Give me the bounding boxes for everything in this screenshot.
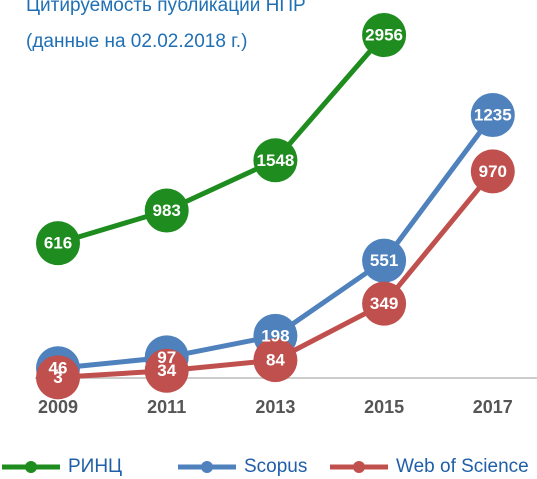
point: [362, 238, 407, 283]
data-label: 983: [153, 201, 181, 220]
data-label: 1548: [256, 151, 294, 170]
point: [144, 188, 189, 233]
legend-dot: [353, 461, 365, 473]
x-tick-label: 2017: [473, 397, 513, 417]
data-label: 84: [266, 351, 285, 370]
data-label: 349: [370, 294, 398, 313]
point: [362, 281, 407, 326]
point: [36, 355, 80, 400]
data-label: 616: [44, 234, 72, 253]
chart-subtitle: (данные на 02.02.2018 г.): [26, 31, 247, 52]
data-label: 46: [49, 359, 68, 378]
data-label: 97: [157, 348, 176, 367]
data-label: 34: [157, 361, 176, 380]
point: [470, 149, 515, 194]
legend-label: РИНЦ: [68, 456, 122, 477]
point: [470, 92, 515, 137]
legend-dot: [25, 461, 37, 473]
series-line: [57, 33, 386, 246]
point: [144, 348, 189, 393]
point: [36, 221, 80, 266]
x-tick-label: 2011: [147, 397, 186, 417]
data-label: 1235: [474, 105, 512, 124]
data-label: 3: [53, 368, 62, 387]
legend-dot: [201, 461, 213, 473]
point: [253, 338, 298, 383]
data-label: 970: [479, 162, 507, 181]
legend-label: Scopus: [244, 456, 307, 477]
x-tick-label: 2015: [364, 397, 404, 417]
x-tick-label: 2013: [255, 397, 295, 417]
chart-title: Цитируемость публикаций НПР: [26, 0, 306, 16]
point: [362, 13, 407, 58]
data-label: 2956: [365, 26, 403, 45]
data-label: 551: [370, 251, 398, 270]
data-label: 198: [261, 326, 289, 345]
point: [253, 138, 298, 183]
legend-label: Web of Science: [396, 456, 529, 477]
x-tick-label: 2009: [38, 397, 78, 417]
